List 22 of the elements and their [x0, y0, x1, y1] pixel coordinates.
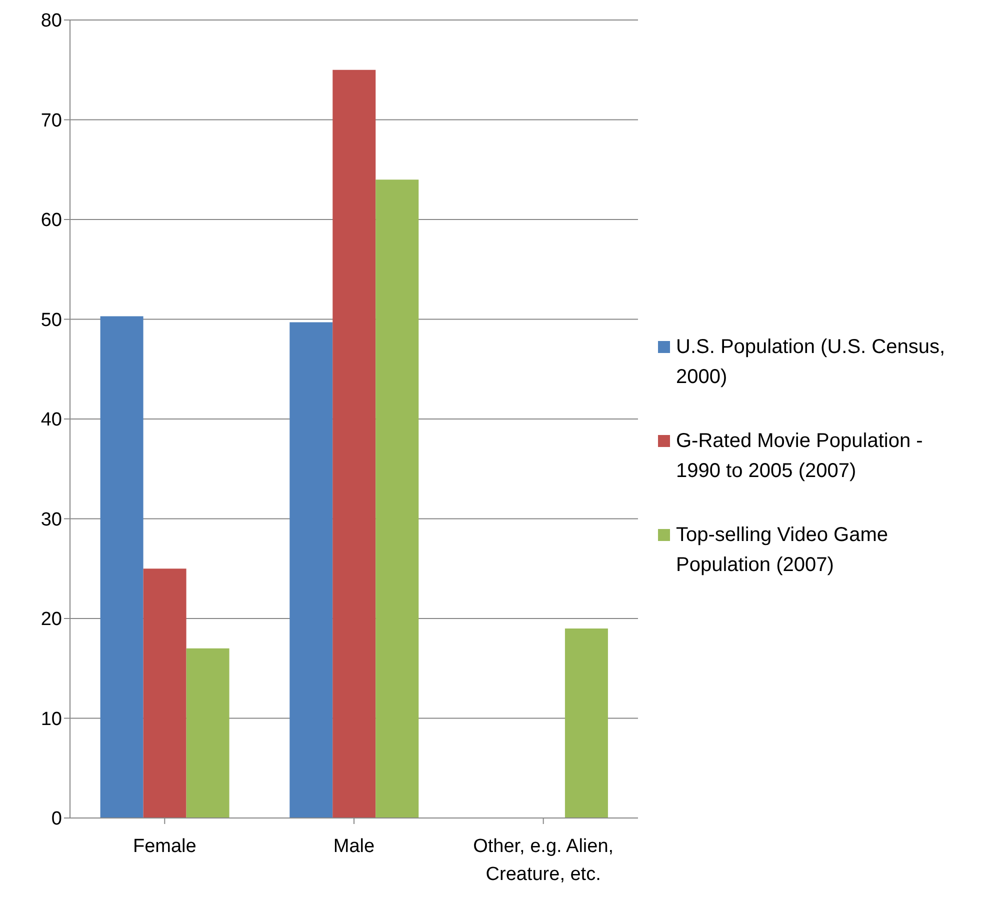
bar — [376, 180, 419, 818]
x-tick-label: Female — [132, 836, 196, 857]
legend-label: Top-selling Video Game Population (2007) — [676, 522, 889, 578]
bar — [100, 316, 144, 818]
bar — [332, 70, 376, 818]
y-tick-label: 50 — [40, 310, 62, 331]
y-tick-label: 60 — [40, 210, 62, 232]
bar — [143, 568, 186, 818]
y-tick-label: 0 — [51, 808, 62, 830]
y-tick-label: 10 — [40, 708, 62, 730]
y-tick-label: 80 — [40, 10, 62, 32]
y-tick-label: 70 — [40, 110, 62, 132]
bar — [186, 648, 230, 818]
bar — [290, 322, 333, 818]
y-tick-label: 40 — [40, 410, 62, 431]
bar — [564, 628, 608, 818]
y-tick-label: 30 — [40, 509, 62, 530]
x-tick-label: Male — [333, 836, 375, 857]
legend-label: G-Rated Movie Population - 1990 to 2005 (2007) — [676, 428, 924, 484]
y-tick-label: 20 — [40, 609, 62, 630]
x-tick-label: Other, e.g. Alien, Creature, etc. — [473, 836, 614, 885]
legend-label: U.S. Population (U.S. Census, 2000) — [676, 334, 946, 390]
